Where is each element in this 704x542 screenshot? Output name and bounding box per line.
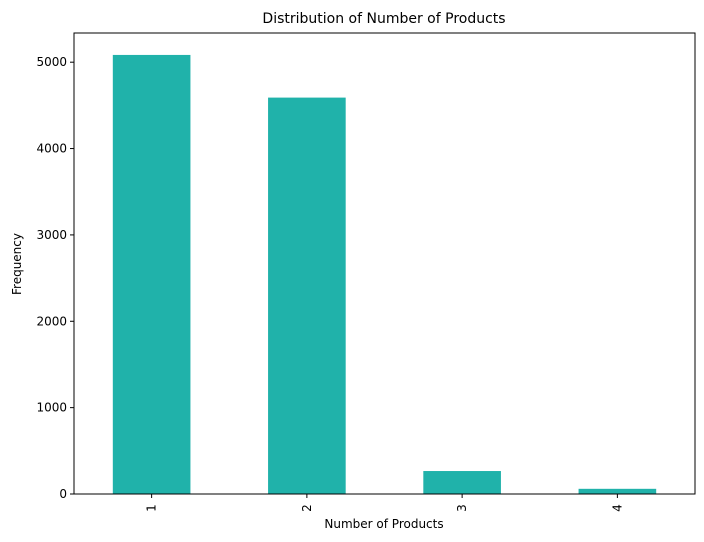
bar-2: [268, 97, 346, 494]
x-tick-label-3: 3: [455, 504, 469, 512]
x-tick-label-2: 2: [300, 504, 314, 512]
x-tick-label-1: 1: [145, 504, 159, 512]
bars-group: [112, 54, 657, 494]
x-axis-label: Number of Products: [324, 517, 443, 531]
y-tick-label-4000: 4000: [36, 142, 67, 156]
y-tick-label-3000: 3000: [36, 228, 67, 242]
y-ticks-group: 0 1000 2000 3000 4000 5000: [36, 55, 74, 501]
plot-frame: [73, 32, 696, 495]
y-axis-label: Frequency: [10, 233, 24, 295]
y-tick-label-0: 0: [59, 487, 67, 501]
x-tick-label-4: 4: [610, 504, 624, 512]
y-tick-label-2000: 2000: [36, 314, 67, 328]
y-tick-label-5000: 5000: [36, 55, 67, 69]
x-ticks-group: 1 2 3 4: [145, 494, 624, 512]
y-tick-label-1000: 1000: [36, 401, 67, 415]
bar-3: [423, 471, 501, 494]
chart-title: Distribution of Number of Products: [262, 11, 505, 27]
bar-4: [578, 488, 657, 494]
bar-1: [112, 54, 191, 494]
